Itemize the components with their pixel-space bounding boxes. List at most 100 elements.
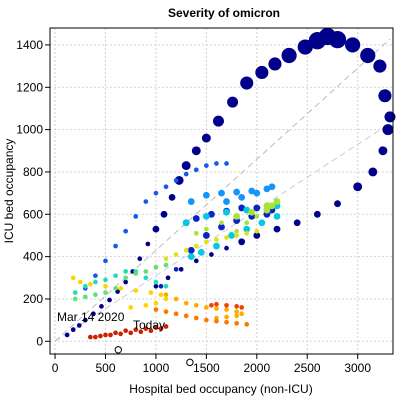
- data-point: [70, 275, 76, 281]
- data-point: [183, 300, 189, 306]
- data-point: [118, 286, 123, 291]
- data-point: [113, 273, 118, 279]
- data-point: [123, 269, 129, 274]
- data-point: [123, 275, 129, 281]
- data-point: [234, 304, 239, 309]
- data-point: [209, 302, 214, 308]
- data-point: [98, 333, 103, 339]
- data-point: [143, 269, 149, 274]
- data-point: [153, 279, 159, 285]
- data-point: [193, 243, 199, 249]
- data-point: [202, 191, 210, 199]
- data-point: [168, 193, 176, 201]
- data-point: [238, 238, 246, 246]
- data-point: [218, 189, 225, 197]
- data-point: [234, 309, 239, 315]
- data-point: [193, 302, 199, 308]
- data-point: [128, 305, 134, 310]
- data-point: [197, 248, 205, 256]
- data-point: [103, 332, 108, 338]
- data-point: [133, 288, 139, 293]
- data-point: [373, 59, 387, 73]
- data-point: [137, 256, 143, 262]
- x-tick-label: 3000: [344, 361, 371, 375]
- data-point: [187, 246, 195, 254]
- data-point: [173, 266, 179, 272]
- data-point: [227, 96, 239, 108]
- data-point: [234, 313, 239, 319]
- data-point: [133, 327, 139, 333]
- data-point: [273, 225, 281, 233]
- data-point: [143, 199, 149, 204]
- data-point: [165, 275, 171, 281]
- data-point: [253, 204, 261, 212]
- data-point: [209, 252, 214, 257]
- data-point: [153, 300, 159, 306]
- data-point: [128, 330, 134, 336]
- data-point: [281, 47, 297, 64]
- y-tick-label: 1000: [16, 123, 43, 137]
- data-point: [163, 324, 169, 329]
- data-point: [163, 296, 169, 302]
- data-point: [268, 57, 282, 71]
- data-point: [204, 305, 209, 310]
- data-point: [163, 256, 169, 262]
- data-point: [123, 328, 129, 334]
- data-point: [183, 247, 189, 253]
- data-point: [103, 277, 108, 283]
- data-point: [233, 213, 241, 220]
- data-point: [313, 210, 321, 218]
- data-point: [187, 253, 195, 261]
- data-point: [123, 228, 129, 234]
- y-tick-label: 600: [23, 207, 43, 221]
- data-point: [224, 314, 229, 320]
- data-point: [223, 208, 230, 216]
- data-point: [204, 226, 209, 232]
- data-point: [328, 30, 347, 49]
- data-point: [88, 334, 93, 340]
- y-tick-label: 800: [23, 165, 43, 179]
- data-point: [228, 232, 235, 239]
- data-point: [224, 161, 229, 166]
- data-point: [160, 210, 168, 218]
- data-point: [77, 279, 83, 285]
- data-point: [143, 302, 149, 308]
- data-point: [234, 228, 239, 234]
- data-point: [334, 200, 341, 208]
- data-point: [91, 311, 96, 317]
- data-point: [163, 262, 169, 268]
- y-tick-label: 200: [23, 292, 43, 306]
- data-point: [181, 161, 191, 171]
- data-point: [214, 237, 219, 243]
- data-point: [238, 193, 246, 201]
- data-point: [183, 313, 189, 319]
- x-tick-label: 2500: [294, 361, 321, 375]
- data-point: [384, 111, 396, 123]
- data-point: [148, 328, 154, 334]
- data-point: [204, 163, 209, 168]
- data-point: [158, 326, 164, 331]
- data-point: [82, 283, 88, 289]
- data-point: [152, 225, 160, 233]
- data-point: [224, 302, 229, 308]
- data-point: [113, 243, 118, 249]
- data-point: [234, 233, 239, 238]
- annotation-marker: [186, 358, 194, 367]
- x-tick-label: 0: [52, 361, 59, 375]
- data-point: [244, 220, 250, 226]
- plot-frame: [49, 27, 394, 355]
- data-point: [138, 329, 144, 335]
- data-point: [153, 190, 159, 196]
- data-point: [254, 214, 260, 219]
- data-point: [204, 317, 209, 323]
- data-point: [173, 178, 179, 183]
- data-point: [93, 292, 98, 298]
- data-point: [143, 326, 149, 331]
- data-point: [224, 245, 229, 251]
- data-point: [178, 266, 184, 272]
- data-point: [244, 322, 250, 327]
- data-point: [218, 223, 225, 231]
- data-point: [153, 264, 159, 270]
- data-point: [113, 330, 118, 336]
- data-point: [133, 271, 139, 276]
